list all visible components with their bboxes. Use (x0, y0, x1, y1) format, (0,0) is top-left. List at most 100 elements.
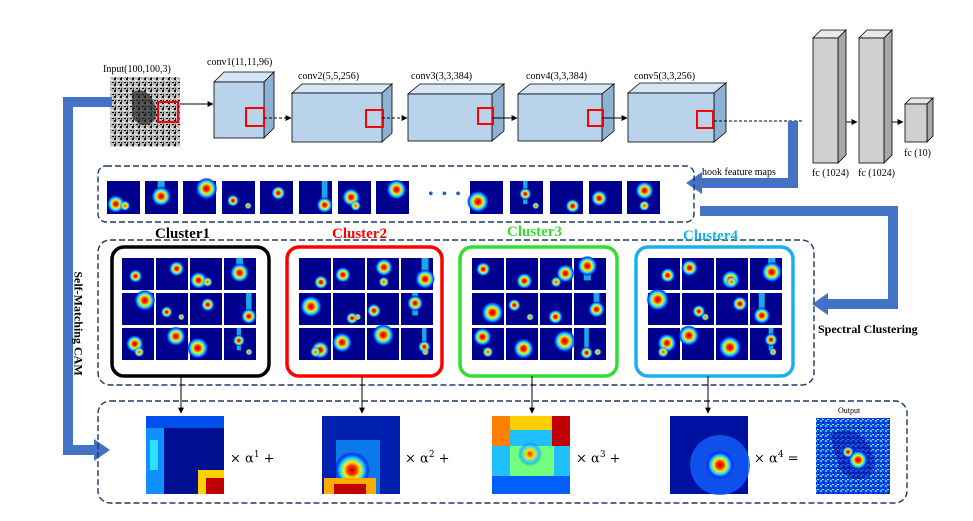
cluster-feature-map (681, 258, 714, 290)
cluster-feature-map (506, 258, 538, 290)
cluster-feature-map (472, 293, 504, 325)
conv-connectors (180, 101, 904, 125)
feature-map-thumb (338, 181, 371, 214)
feature-map-strip (106, 177, 660, 214)
cluster-feature-map (472, 327, 504, 360)
feature-map-thumb (376, 179, 409, 214)
cluster-feature-map (540, 258, 575, 290)
cluster-feature-map (122, 289, 156, 325)
cluster-down-arrows (178, 376, 711, 414)
weight-operator: + (259, 451, 275, 467)
cluster-feature-map (750, 328, 782, 360)
feature-map-thumb (589, 181, 622, 214)
cluster2-frame (285, 245, 444, 378)
cluster3-frame (458, 245, 619, 378)
self-matching-cam-label: Self-Matching CAM (71, 271, 86, 376)
cluster-feature-map (333, 293, 365, 325)
feature-maps-box (97, 165, 695, 223)
cluster-feature-map (224, 258, 256, 290)
input-highlight-box (157, 101, 179, 123)
fc3-block (904, 97, 934, 143)
feature-map-thumb (510, 181, 543, 214)
cluster4-grid (646, 258, 783, 360)
fc2-block (858, 29, 893, 164)
cluster-feature-map (574, 255, 606, 290)
weight-base: × α (405, 451, 429, 467)
feature-map-thumb (183, 177, 218, 214)
cluster-feature-map (716, 328, 748, 360)
feature-map-thumb (260, 181, 293, 214)
cluster-feature-map (189, 258, 222, 290)
cluster-feature-map (750, 293, 782, 325)
output-box (97, 400, 908, 504)
weight-term-2: × α2 + (405, 450, 450, 466)
weight-operator: + (605, 451, 621, 467)
cluster-feature-map (122, 258, 154, 290)
cluster2-title: Cluster2 (332, 226, 387, 242)
fc1-block (812, 29, 847, 164)
cluster1-grid (122, 258, 257, 360)
cluster2-grid (299, 258, 435, 360)
hook-label: hook feature maps (702, 167, 776, 178)
feature-map-thumb (466, 181, 503, 214)
weight-exponent: 2 (428, 450, 435, 460)
cluster-feature-map (299, 293, 331, 325)
spectral-clustering-label: Spectral Clustering (818, 322, 918, 336)
cluster-feature-map (540, 293, 572, 325)
cluster-feature-map (750, 258, 783, 290)
fc3-label: fc (10) (904, 148, 931, 159)
conv4-block (516, 83, 616, 142)
conv1-block (213, 71, 275, 139)
weight-base: × α (754, 451, 778, 467)
cam-map-4 (670, 416, 750, 495)
cluster4-frame (634, 245, 795, 378)
feature-map-thumb (106, 181, 140, 214)
cluster-feature-map (156, 293, 188, 325)
cluster-feature-map (401, 328, 433, 360)
spectral-arrow-head (812, 293, 828, 315)
cluster-feature-map (646, 288, 680, 325)
weight-term-3: × α3 + (576, 450, 621, 466)
ellipsis: • • • (428, 186, 463, 203)
cluster3-title: Cluster3 (507, 224, 562, 240)
output-label: Output (838, 406, 861, 415)
cluster1-title: Cluster1 (155, 226, 210, 242)
cam-map-2 (322, 416, 400, 494)
weight-exponent: 1 (253, 450, 260, 460)
conv5-label: conv5(3,3,256) (634, 71, 696, 82)
conv1-label: conv1(11,11,96) (207, 57, 273, 68)
cluster-feature-map (224, 293, 257, 325)
cluster-feature-map (333, 258, 365, 290)
weight-exponent: 3 (599, 450, 606, 460)
conv2-block (290, 83, 394, 143)
clusters-box (97, 239, 815, 386)
weight-base: × α (230, 451, 254, 467)
cluster-feature-map (678, 325, 714, 360)
feature-map-thumb (145, 181, 178, 214)
conv3-label: conv3(3,3,384) (411, 71, 473, 82)
cluster-feature-map (224, 328, 256, 360)
cluster-feature-map (299, 328, 331, 360)
cam-map-1 (146, 416, 224, 494)
self-matching-arrow-head (94, 439, 110, 461)
cluster4-title: Cluster4 (683, 228, 738, 244)
fc2-label: fc (1024) (858, 168, 895, 179)
cluster-feature-map (716, 258, 748, 290)
cluster-feature-map (506, 328, 538, 360)
hook-arrow-shaft (788, 121, 798, 178)
hook-arrow-head (686, 172, 702, 194)
cluster-feature-map (472, 258, 504, 290)
cluster-feature-map (367, 323, 399, 360)
cluster-feature-map (574, 293, 606, 325)
weight-operator: + (434, 451, 450, 467)
cluster-feature-map (156, 326, 188, 360)
cluster-feature-map (366, 293, 399, 325)
cluster-feature-map (716, 293, 748, 325)
conv2-label: conv2(5,5,256) (298, 71, 360, 82)
cluster-feature-map (506, 293, 538, 325)
weight-exponent: 4 (777, 450, 784, 460)
cluster-feature-map (648, 258, 680, 290)
cluster-feature-map (401, 258, 435, 290)
cluster-feature-map (186, 328, 222, 360)
